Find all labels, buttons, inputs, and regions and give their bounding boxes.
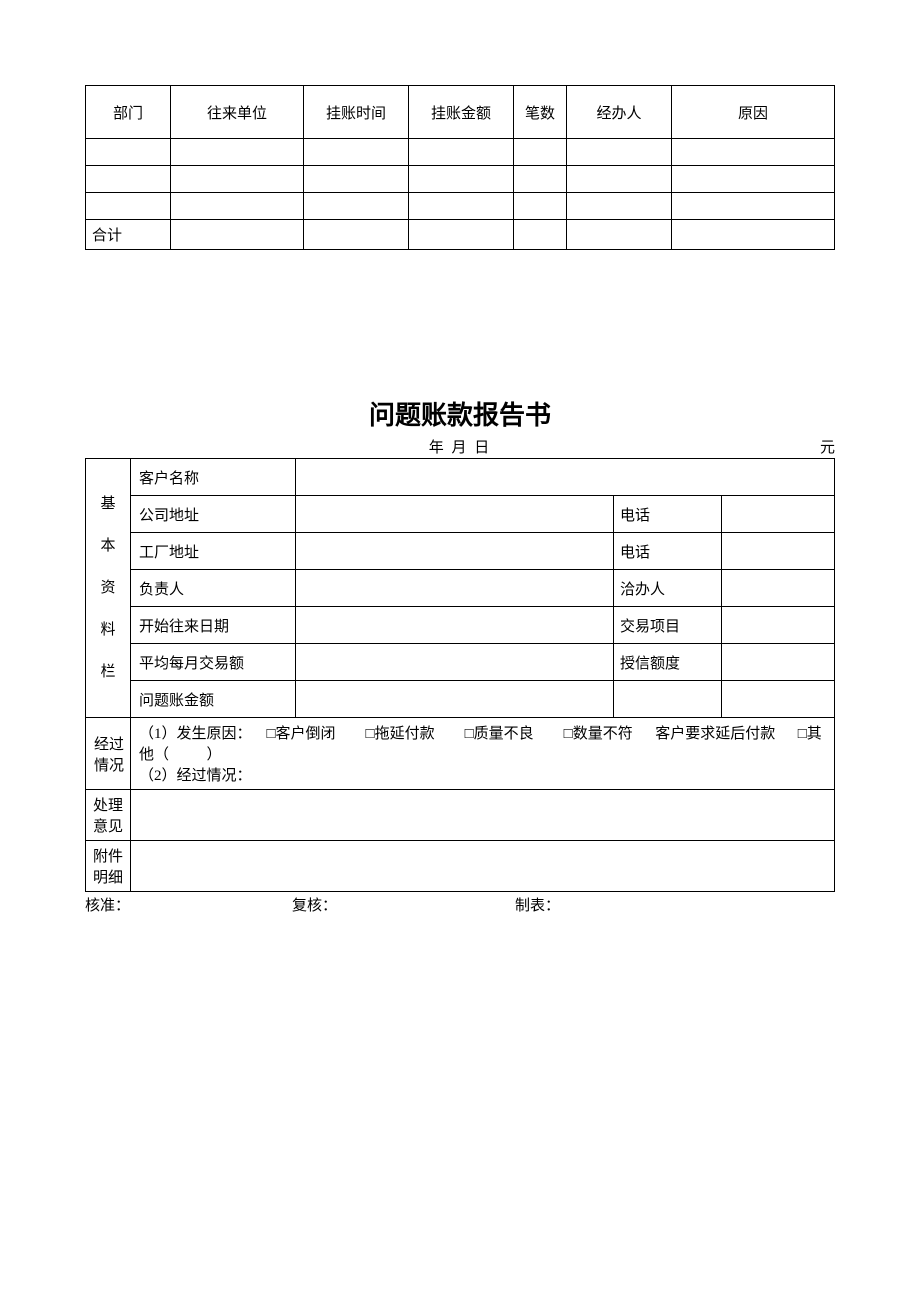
label-phone-1: 电话 <box>614 496 722 533</box>
th-dept: 部门 <box>86 86 171 139</box>
subheader: 年 月 日 元 <box>85 436 835 458</box>
label-opinion: 处理意见 <box>86 790 131 841</box>
footer-approve: 核准： <box>85 894 130 915</box>
label-trade-item: 交易项目 <box>614 607 722 644</box>
value-avg-monthly <box>296 644 614 681</box>
value-phone-1 <box>722 496 835 533</box>
table-row <box>86 139 835 166</box>
th-count: 笔数 <box>514 86 567 139</box>
label-contact: 洽办人 <box>614 570 722 607</box>
table-row <box>86 193 835 220</box>
footer-line: 核准： 复核： 制表： <box>85 894 835 916</box>
label-start-date: 开始往来日期 <box>131 607 296 644</box>
label-problem-amount: 问题账金额 <box>131 681 296 718</box>
value-company-addr <box>296 496 614 533</box>
label-credit-limit: 授信额度 <box>614 644 722 681</box>
process-text: （1）发生原因： □客户倒闭 □拖延付款 □质量不良 □数量不符 客户要求延后付… <box>131 718 835 790</box>
label-customer-name: 客户名称 <box>131 459 296 496</box>
report-title: 问题账款报告书 <box>85 395 835 432</box>
report-form: 基本资料栏 客户名称 公司地址 电话 工厂地址 电话 负责人 洽办人 开始往来日… <box>85 458 835 892</box>
label-factory-addr: 工厂地址 <box>131 533 296 570</box>
th-person: 经办人 <box>567 86 672 139</box>
table-row <box>86 166 835 193</box>
value-credit-limit <box>722 644 835 681</box>
value-opinion <box>131 790 835 841</box>
label-extra <box>614 681 722 718</box>
total-label: 合计 <box>86 220 171 250</box>
label-process: 经过情况 <box>86 718 131 790</box>
value-trade-item <box>722 607 835 644</box>
value-attachment <box>131 841 835 892</box>
value-start-date <box>296 607 614 644</box>
footer-review: 复核： <box>292 894 337 915</box>
th-time: 挂账时间 <box>304 86 409 139</box>
footer-prepare: 制表： <box>515 894 560 915</box>
date-line: 年 月 日 <box>429 436 492 457</box>
th-amount: 挂账金额 <box>409 86 514 139</box>
value-problem-amount <box>296 681 614 718</box>
label-avg-monthly: 平均每月交易额 <box>131 644 296 681</box>
label-responsible: 负责人 <box>131 570 296 607</box>
th-reason: 原因 <box>672 86 835 139</box>
label-phone-2: 电话 <box>614 533 722 570</box>
value-contact <box>722 570 835 607</box>
value-factory-addr <box>296 533 614 570</box>
value-extra <box>722 681 835 718</box>
label-attachment: 附件明细 <box>86 841 131 892</box>
label-company-addr: 公司地址 <box>131 496 296 533</box>
value-customer-name <box>296 459 835 496</box>
th-unit: 往来单位 <box>171 86 304 139</box>
total-row: 合计 <box>86 220 835 250</box>
value-phone-2 <box>722 533 835 570</box>
section-basic-info: 基本资料栏 <box>86 459 131 718</box>
summary-table: 部门 往来单位 挂账时间 挂账金额 笔数 经办人 原因 合计 <box>85 85 835 250</box>
currency-unit: 元 <box>820 436 835 457</box>
value-responsible <box>296 570 614 607</box>
